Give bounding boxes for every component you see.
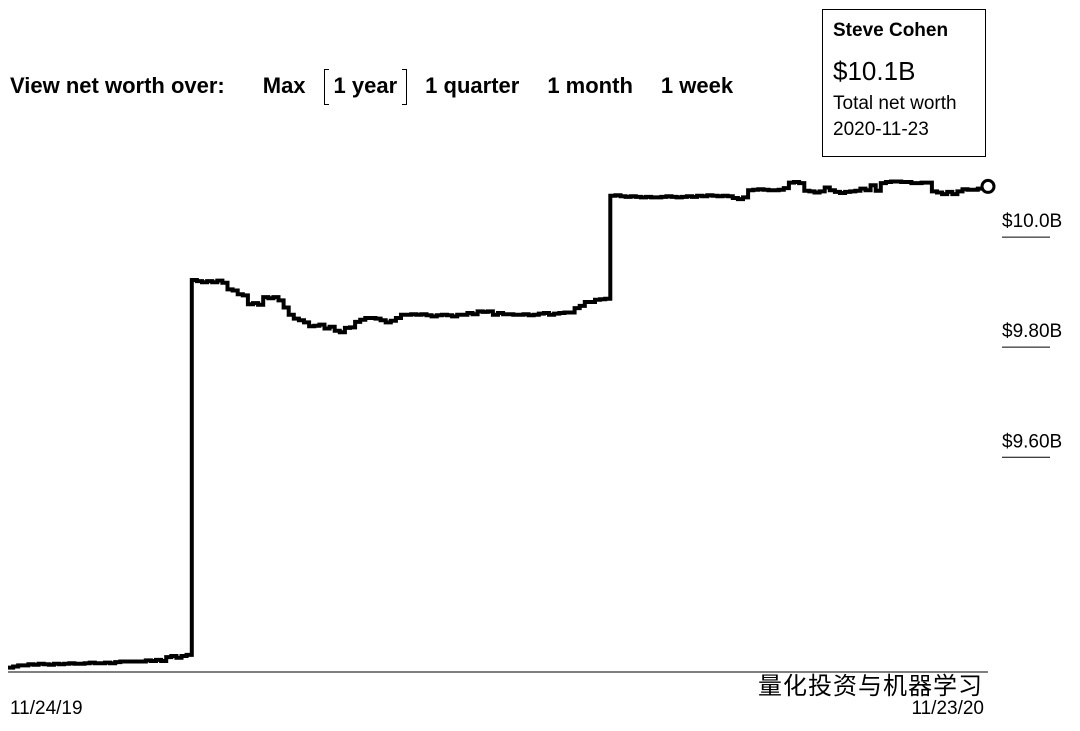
range-option-1-month[interactable]: 1 month	[537, 69, 643, 103]
watermark-text: 量化投资与机器学习	[758, 672, 983, 700]
net-worth-series-line	[8, 179, 990, 670]
y-axis-ticks: $10.0B $9.80B $9.60B	[1002, 211, 1062, 458]
tooltip-caption: Total net worth	[833, 93, 957, 114]
range-option-1-year[interactable]: 1 year	[323, 69, 408, 105]
tooltip-date: 2020-11-23	[833, 119, 929, 140]
range-option-1-quarter[interactable]: 1 quarter	[415, 69, 529, 103]
tooltip-net-worth-value: $10.1B	[833, 56, 916, 86]
range-option-1-week[interactable]: 1 week	[651, 69, 743, 103]
tooltip-person-name: Steve Cohen	[833, 20, 949, 41]
x-tick-label-start: 11/24/19	[10, 698, 83, 719]
range-selector: View net worth over: Max 1 year 1 quarte…	[10, 69, 751, 105]
y-tick-label-1: $9.80B	[1002, 321, 1062, 342]
net-worth-tooltip: Steve Cohen $10.1B Total net worth 2020-…	[822, 9, 986, 157]
y-tick-label-2: $9.60B	[1002, 431, 1062, 452]
x-tick-label-end: 11/23/20	[911, 698, 984, 719]
y-tick-label-0: $10.0B	[1002, 211, 1062, 232]
range-option-max[interactable]: Max	[253, 69, 316, 103]
range-selector-label: View net worth over:	[10, 73, 225, 98]
latest-point-marker[interactable]	[980, 178, 996, 194]
